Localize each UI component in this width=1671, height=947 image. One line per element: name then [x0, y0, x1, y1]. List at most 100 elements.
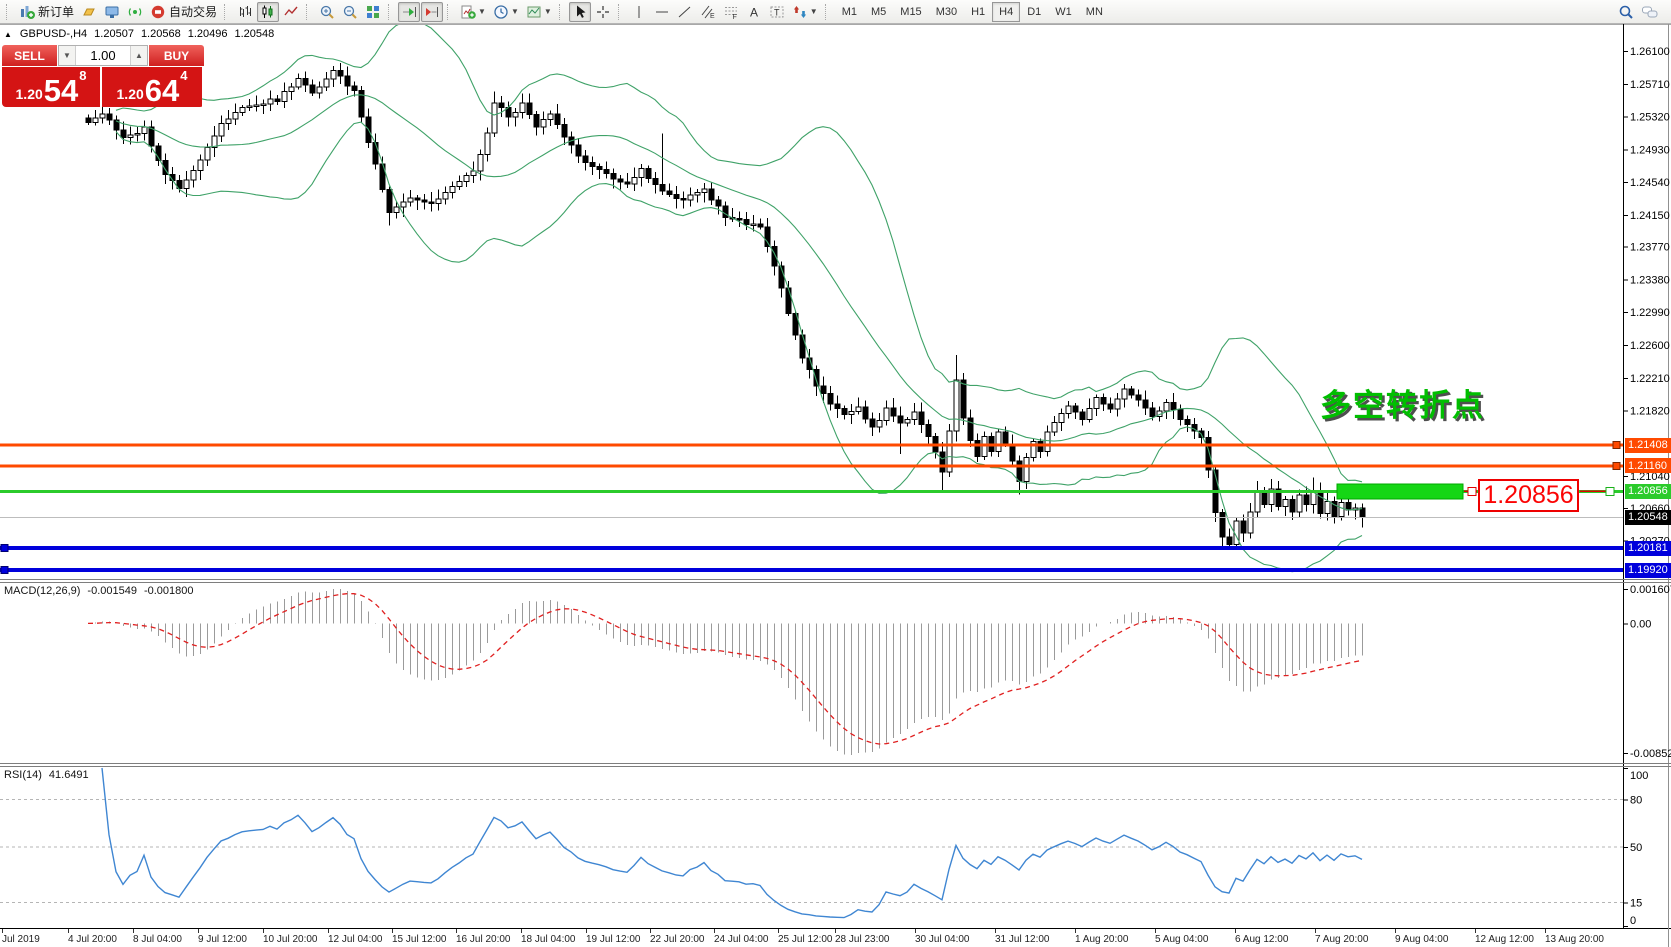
indicators-button[interactable]: ▼	[457, 2, 489, 22]
sell-price-big: 54	[43, 72, 79, 107]
zoom-out-icon	[342, 4, 358, 20]
search-button[interactable]	[1615, 2, 1637, 22]
volume-increase-button[interactable]: ▲	[130, 46, 147, 65]
chart-shift-icon	[401, 4, 417, 20]
chart-frame	[0, 24, 1671, 947]
toolbar-grip[interactable]	[447, 3, 452, 20]
one-click-trading-panel: SELL ▼ 1.00 ▲ BUY 1.20 54 8 1.20 64 4	[2, 45, 204, 107]
macd-name: MACD(12,26,9)	[4, 585, 81, 597]
auto-trading-button[interactable]: 自动交易	[147, 2, 220, 22]
horizontal-line-button[interactable]	[651, 2, 673, 22]
new-order-label: 新订单	[38, 5, 75, 19]
toolbar-grip[interactable]	[824, 3, 830, 20]
svg-text:9 Aug 04:00: 9 Aug 04:00	[1395, 934, 1449, 945]
svg-text:-0.008522: -0.008522	[1630, 748, 1671, 760]
horizontal-line-icon	[654, 4, 670, 20]
volume-decrease-button[interactable]: ▼	[59, 46, 76, 65]
vertical-line-button[interactable]	[628, 2, 650, 22]
svg-text:1.21820: 1.21820	[1630, 406, 1670, 418]
rsi-name: RSI(14)	[4, 769, 42, 781]
channel-button[interactable]: E	[697, 2, 719, 22]
auto-trading-icon	[150, 4, 166, 20]
fibonacci-button[interactable]: F	[720, 2, 742, 22]
bollinger-bands	[115, 25, 1363, 573]
current-price-chip: 1.20548	[1625, 509, 1671, 525]
svg-text:T: T	[774, 7, 780, 17]
line-handle	[0, 566, 9, 575]
toolbar-grip[interactable]	[6, 3, 11, 20]
new-order-button[interactable]: 新订单	[16, 2, 77, 22]
market-watch-button[interactable]	[78, 2, 100, 22]
chat-button[interactable]	[1638, 2, 1662, 22]
svg-text:1.25320: 1.25320	[1630, 112, 1670, 124]
timeframe-m15-button[interactable]: M15	[900, 5, 922, 18]
macd-scale: 0.001607 0.00 -0.008522	[1624, 584, 1671, 760]
toolbar-grip[interactable]	[388, 3, 393, 20]
svg-text:13 Aug 20:00: 13 Aug 20:00	[1545, 934, 1604, 945]
svg-text:8 Jul 04:00: 8 Jul 04:00	[133, 934, 182, 945]
toolbar-grip[interactable]	[617, 3, 623, 20]
buy-button[interactable]: BUY	[149, 45, 204, 66]
signals-button[interactable]	[124, 2, 146, 22]
svg-text:6 Aug 12:00: 6 Aug 12:00	[1235, 934, 1289, 945]
svg-text:24 Jul 04:00: 24 Jul 04:00	[714, 934, 769, 945]
periods-button[interactable]: ▼	[490, 2, 522, 22]
line-chart-button[interactable]	[280, 2, 302, 22]
text-button[interactable]: A	[743, 2, 765, 22]
crosshair-button[interactable]	[592, 2, 614, 22]
chevron-down-icon: ▼	[809, 7, 818, 16]
svg-text:1.22600: 1.22600	[1630, 340, 1670, 352]
toolbar-grip[interactable]	[306, 3, 311, 20]
timeframe-h4-button[interactable]: H4	[992, 1, 1021, 22]
timeframes-toolbar: M1 M5 M15 M30 H1 H4 D1 W1 MN	[835, 1, 1110, 22]
bar-chart-button[interactable]	[234, 2, 256, 22]
svg-text:16 Jul 20:00: 16 Jul 20:00	[456, 934, 511, 945]
buy-price-small: 1.20	[116, 86, 144, 102]
toolbar-grip[interactable]	[558, 3, 564, 20]
chart-shift-button[interactable]	[398, 1, 421, 22]
shapes-button[interactable]: ▼	[789, 2, 821, 22]
timeframe-mn-button[interactable]: MN	[1085, 5, 1103, 18]
callout-handle	[1467, 486, 1477, 496]
chevron-down-icon: ▼	[478, 7, 486, 16]
text-label-button[interactable]: T	[766, 2, 788, 22]
one-click-toggle-icon[interactable]: ▲	[4, 29, 12, 39]
templates-button[interactable]: ▼	[523, 2, 555, 22]
chart-open: 1.20507	[94, 28, 134, 40]
zoom-in-button[interactable]	[316, 2, 338, 22]
sell-button[interactable]: SELL	[2, 45, 57, 66]
svg-text:1.24930: 1.24930	[1630, 144, 1670, 156]
candlestick-chart-icon	[260, 4, 276, 20]
svg-text:1 Aug 20:00: 1 Aug 20:00	[1075, 934, 1129, 945]
svg-text:1.23770: 1.23770	[1630, 242, 1670, 254]
cursor-button[interactable]	[568, 1, 591, 22]
timeframe-d1-button[interactable]: D1	[1027, 5, 1042, 18]
levels-layer	[0, 441, 1623, 575]
candlestick-chart-button[interactable]	[257, 1, 280, 22]
tile-windows-button[interactable]	[362, 2, 384, 22]
terminal-icon	[104, 4, 120, 20]
toolbar-grip[interactable]	[224, 3, 229, 20]
volume-value[interactable]: 1.00	[90, 48, 116, 63]
price-callout-box[interactable]: 1.20856	[1478, 479, 1579, 512]
sell-price[interactable]: 1.20 54 8	[2, 67, 102, 107]
chart-text-annotation[interactable]: 多空转折点	[1320, 388, 1485, 423]
auto-scroll-button[interactable]	[421, 1, 444, 22]
svg-text:1.21040: 1.21040	[1630, 471, 1670, 483]
timeframe-m30-button[interactable]: M30	[935, 5, 958, 18]
timeframe-m5-button[interactable]: M5	[871, 5, 887, 18]
timeframe-w1-button[interactable]: W1	[1055, 5, 1072, 18]
timeframe-h1-button[interactable]: H1	[971, 5, 986, 18]
price-level-chip-1.21160: 1.21160	[1625, 458, 1671, 474]
auto-trading-label: 自动交易	[169, 5, 218, 19]
buy-price[interactable]: 1.20 64 4	[102, 67, 202, 107]
timeframe-m1-button[interactable]: M1	[841, 5, 857, 18]
sell-price-sup: 8	[79, 68, 87, 83]
svg-text:80: 80	[1630, 795, 1642, 807]
trendline-button[interactable]	[674, 2, 696, 22]
terminal-button[interactable]	[101, 2, 123, 22]
zoom-out-button[interactable]	[339, 2, 361, 22]
svg-text:22 Jul 20:00: 22 Jul 20:00	[650, 934, 705, 945]
callout-handle	[1605, 486, 1615, 496]
